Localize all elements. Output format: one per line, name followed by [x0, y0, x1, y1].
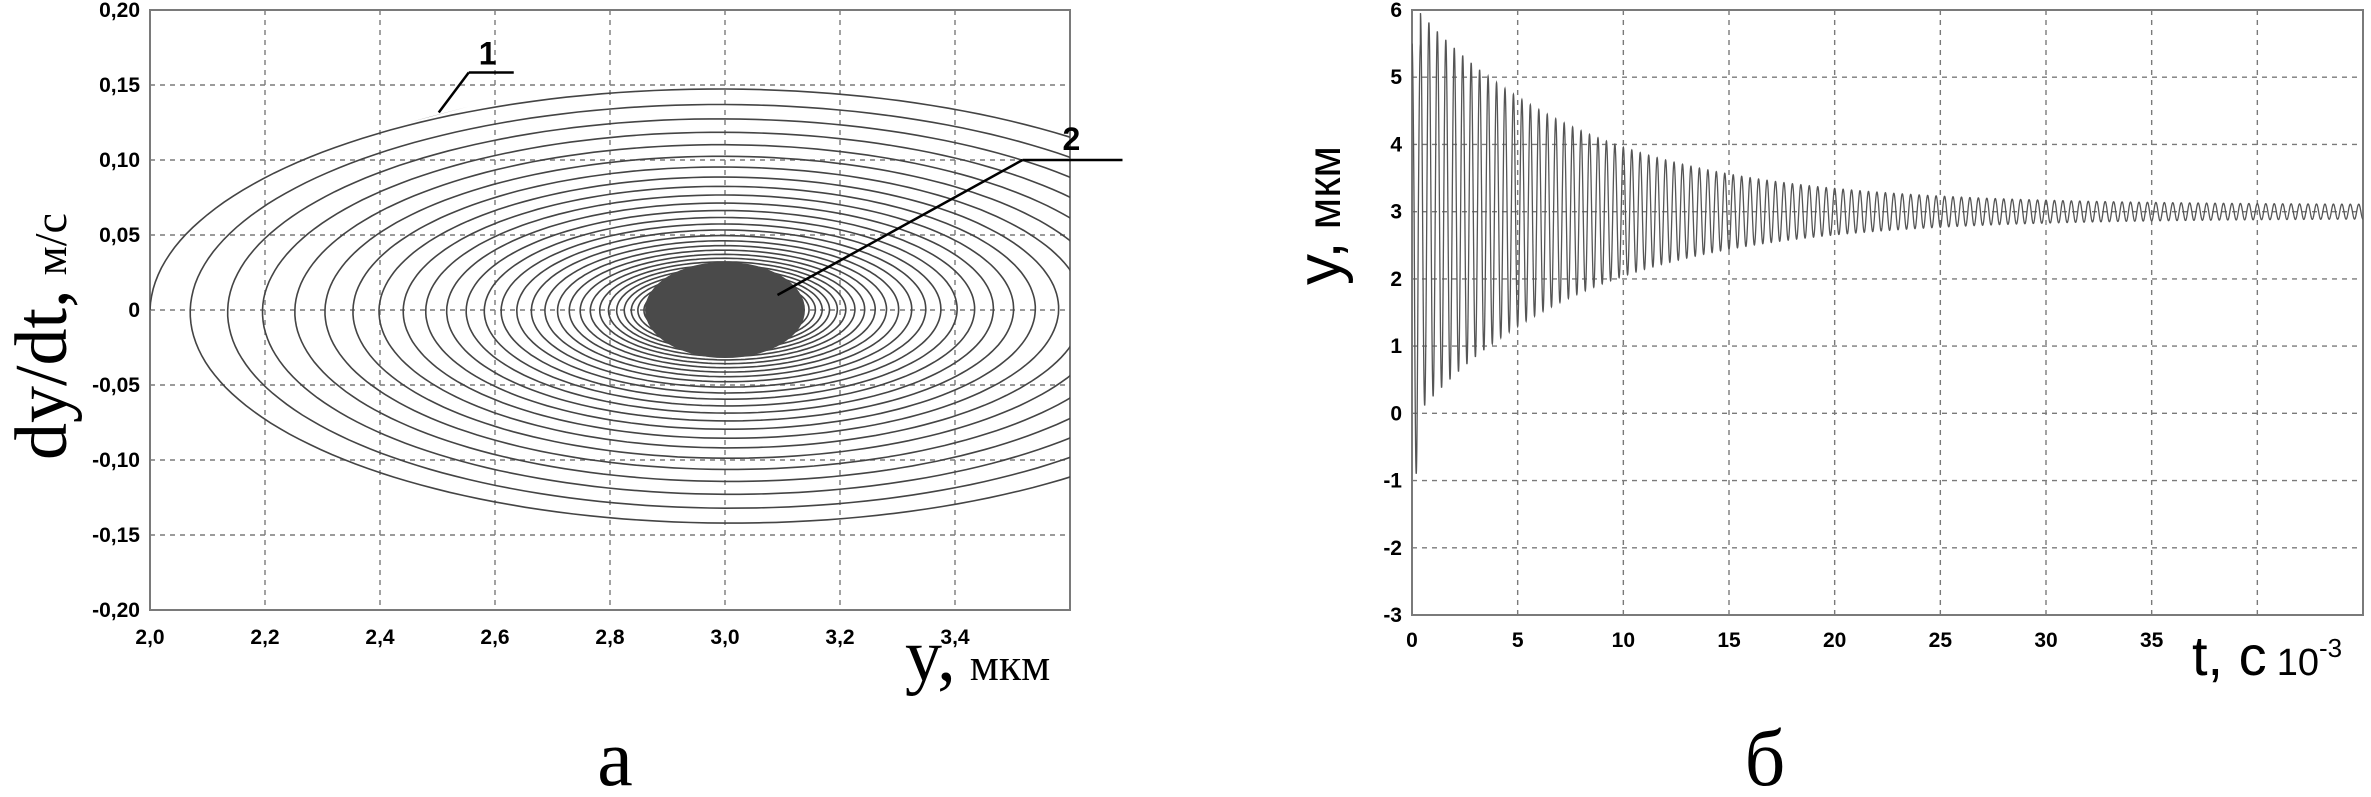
panel-label-b: б	[1745, 715, 1786, 797]
x-axis-label-b: t, c 10-3	[2192, 624, 2342, 687]
x-tick-label: 10	[1612, 629, 1635, 652]
panel-label-a: а	[597, 715, 633, 797]
y-tick-label: 3	[1390, 201, 1402, 224]
x-tick-label: 35	[2140, 629, 2164, 652]
y-tick-label: 0	[1390, 402, 1402, 425]
x-tick-label: 3,4	[940, 626, 970, 649]
y-ticks-a: 0,20 0,15 0,10 0,05 0 -0,05 -0,10 -0,15 -0,20	[92, 0, 140, 622]
y-tick-label: -2	[1383, 537, 1402, 560]
y-tick-label: -0,15	[92, 524, 140, 547]
grid-a	[149, 9, 1071, 611]
plot-frame-b	[1411, 9, 2364, 616]
y-tick-label: -1	[1383, 470, 1402, 493]
leader-line-2	[776, 158, 1024, 297]
leader-line-1	[437, 71, 470, 114]
y-tick-label: 0,15	[99, 74, 140, 97]
y-tick-label: 0,05	[99, 224, 140, 247]
displacement-line	[1412, 13, 2363, 474]
x-tick-label: 5	[1512, 629, 1524, 652]
x-ticks-a: 2,0 2,2 2,4 2,6 2,8 3,0 3,2 3,4	[135, 626, 970, 649]
y-tick-label: -0,10	[92, 449, 140, 472]
x-tick-label: 2,4	[365, 626, 395, 649]
y-tick-label: 4	[1390, 133, 1402, 156]
x-tick-label: 2,6	[480, 626, 509, 649]
x-axis-label-a: y, мкм	[905, 615, 1050, 697]
x-tick-label: 15	[1717, 629, 1741, 652]
y-axis-label-b: y,мкм	[1285, 146, 1354, 285]
y-tick-label: 1	[1390, 335, 1402, 358]
y-tick-label: 0	[128, 299, 140, 322]
x-tick-label: 20	[1823, 629, 1846, 652]
x-tick-label: 2,0	[135, 626, 164, 649]
x-tick-label: 2,2	[250, 626, 279, 649]
phase-trajectory	[150, 88, 1070, 524]
x-tick-label: 0	[1406, 629, 1418, 652]
x-tick-label: 25	[1929, 629, 1953, 652]
x-tick-label: 3,0	[710, 626, 739, 649]
grid-b	[1411, 9, 2364, 616]
x-tick-label: 2,8	[595, 626, 625, 649]
y-tick-label: -3	[1383, 604, 1402, 627]
y-tick-label: 0,10	[99, 149, 140, 172]
y-tick-label: -0,05	[92, 374, 140, 397]
y-tick-label: 6	[1390, 0, 1402, 22]
phase-portrait-chart: 0,20 0,15 0,10 0,05 0 -0,05 -0,10 -0,15 -0,20 2,…	[1, 0, 1123, 797]
y-ticks-b: 6 5 4 3 2 1 0 -1 -2 -3	[1383, 0, 1402, 627]
x-ticks-b: 0 5 10 15 20 25 30 35	[1406, 629, 2164, 652]
y-axis-label-a: dy/dt,м/с	[1, 213, 83, 460]
x-tick-label: 3,2	[825, 626, 854, 649]
annotation-label-1: 1	[479, 36, 497, 72]
pointer-arrow-1	[408, 106, 469, 123]
y-tick-label: -0,20	[92, 599, 140, 622]
annotation-label-2: 2	[1063, 121, 1081, 157]
displacement-series	[1412, 13, 2363, 474]
y-tick-label: 0,20	[99, 0, 140, 22]
y-tick-label: 2	[1390, 268, 1402, 291]
attractor-core	[645, 262, 805, 358]
annotations-a: 12	[408, 36, 1123, 297]
x-tick-label: 30	[2034, 629, 2057, 652]
y-tick-label: 5	[1390, 66, 1402, 89]
